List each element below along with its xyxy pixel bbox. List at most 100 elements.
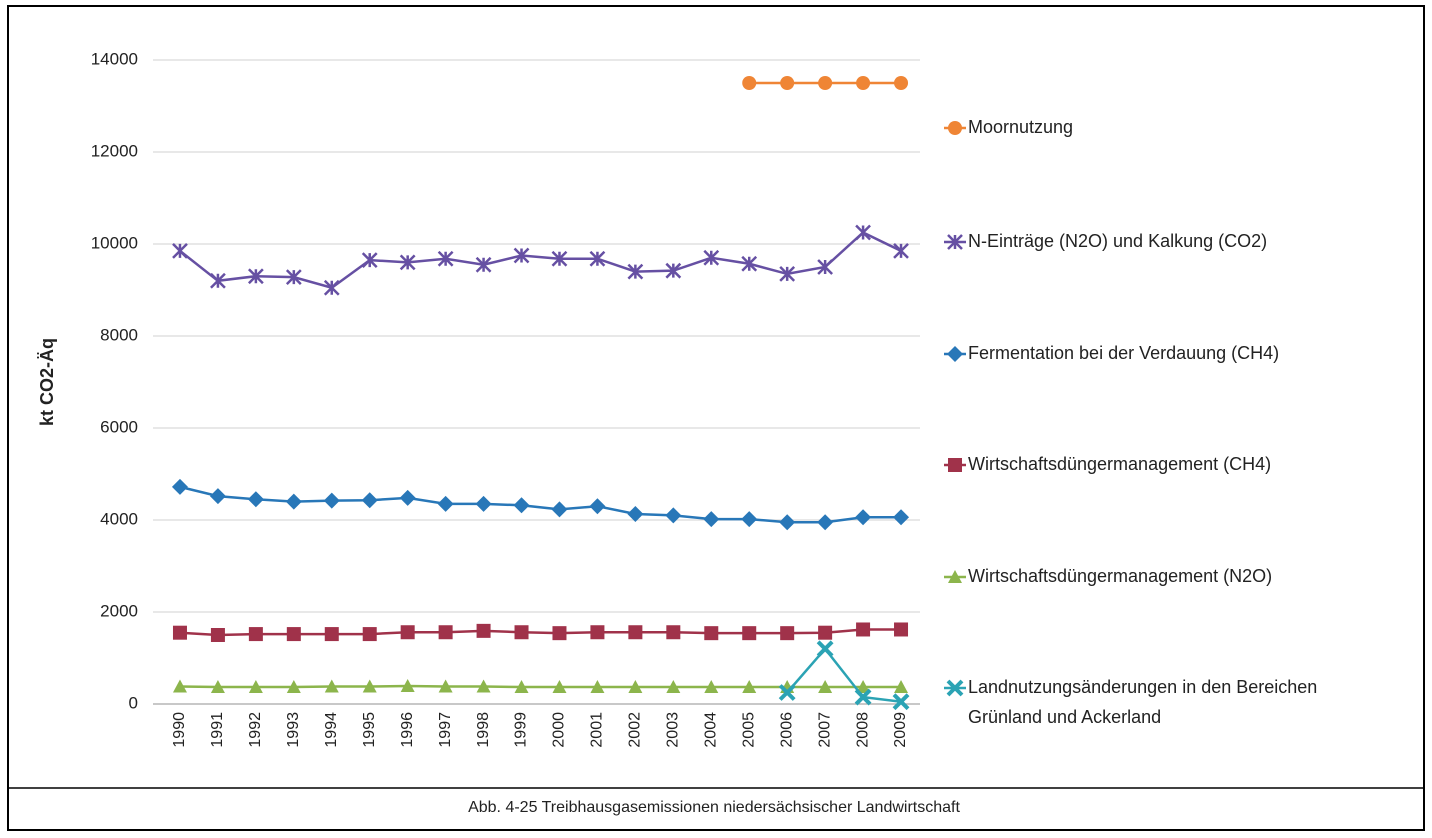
marker [590, 625, 605, 640]
marker [552, 626, 567, 641]
marker [893, 509, 910, 526]
x-tick-label: 1999 [513, 712, 530, 748]
frame [7, 5, 1425, 831]
marker [742, 626, 757, 641]
marker [514, 679, 529, 693]
marker [248, 627, 263, 642]
marker [210, 679, 225, 693]
marker [475, 256, 492, 273]
marker [172, 243, 188, 259]
legend-swatch-marker [948, 458, 962, 472]
marker [741, 511, 758, 528]
marker [514, 625, 529, 640]
marker [172, 625, 187, 640]
legend-swatch-marker [948, 121, 962, 135]
legend-label: Moornutzung [968, 117, 1073, 137]
legend-swatch-marker [947, 346, 963, 362]
marker [285, 269, 302, 286]
marker [400, 625, 415, 640]
marker [437, 250, 454, 267]
marker [210, 272, 226, 289]
marker [361, 492, 378, 509]
marker [741, 255, 758, 272]
marker [742, 679, 757, 693]
marker [589, 250, 606, 267]
marker [399, 254, 416, 271]
y-tick-label: 2000 [100, 601, 138, 620]
marker [361, 252, 378, 268]
x-tick-label: 2002 [627, 712, 644, 748]
y-tick-label: 8000 [100, 325, 138, 344]
x-tick-label: 1993 [285, 712, 302, 748]
marker [247, 268, 264, 285]
y-tick-label: 4000 [100, 509, 138, 528]
legend-label-line: Landnutzungsänderungen in den Bereichen [968, 677, 1322, 697]
y-axis-label: kt CO2-Äq [37, 338, 57, 426]
legend-label: Wirtschaftsdüngermanagement (N2O) [968, 566, 1272, 586]
marker [476, 679, 491, 693]
marker [248, 679, 263, 693]
y-tick-label: 14000 [91, 49, 138, 68]
marker [778, 684, 796, 701]
marker [894, 622, 909, 637]
marker [513, 497, 530, 514]
x-tick-label: 2008 [854, 712, 871, 748]
marker [894, 76, 909, 90]
legend-label-line: Grünland und Ackerland [968, 707, 1161, 727]
marker [438, 625, 453, 640]
marker [666, 679, 681, 693]
y-tick-label: 0 [129, 693, 138, 712]
y-tick-label: 10000 [91, 233, 138, 252]
x-tick-label: 2000 [551, 712, 568, 748]
marker [210, 628, 225, 642]
marker [703, 249, 720, 266]
legend-label: Wirtschaftsdüngermanagement (CH4) [968, 454, 1271, 474]
marker [172, 679, 187, 693]
marker [666, 625, 681, 640]
marker [589, 498, 606, 515]
x-tick-label: 2004 [702, 712, 719, 748]
marker [816, 640, 834, 658]
marker [590, 679, 605, 693]
marker [894, 679, 909, 693]
marker [704, 679, 719, 693]
marker [551, 501, 568, 518]
y-tick-label: 6000 [100, 417, 138, 436]
marker [704, 626, 719, 641]
marker [400, 679, 415, 693]
marker [209, 488, 226, 505]
marker [665, 262, 682, 279]
marker [856, 76, 871, 90]
marker [779, 266, 796, 282]
marker [628, 625, 643, 640]
x-tick-label: 2009 [892, 712, 909, 748]
marker [476, 623, 491, 638]
x-tick-label: 1990 [171, 712, 188, 748]
marker [438, 679, 453, 693]
marker [817, 514, 834, 531]
x-tick-label: 1995 [361, 712, 378, 748]
marker [285, 493, 302, 510]
series-line [179, 231, 902, 290]
marker [780, 626, 795, 641]
marker [551, 250, 568, 267]
marker [475, 495, 492, 512]
x-tick-label: 1991 [209, 712, 226, 748]
marker [818, 76, 833, 90]
x-tick-label: 2007 [816, 712, 833, 748]
marker [818, 625, 833, 640]
marker [362, 679, 377, 693]
marker [628, 679, 643, 693]
marker [856, 679, 871, 693]
marker [552, 679, 567, 693]
marker [893, 243, 909, 259]
x-tick-label: 2005 [740, 712, 757, 748]
marker [892, 693, 910, 711]
marker [323, 279, 340, 296]
marker [171, 478, 188, 495]
x-tick-label: 1992 [247, 712, 264, 748]
x-tick-label: 2001 [589, 712, 606, 748]
y-tick-label: 12000 [91, 141, 138, 160]
legend-label: Landnutzungsänderungen in den Bereichen … [968, 677, 1322, 727]
marker [399, 489, 416, 506]
